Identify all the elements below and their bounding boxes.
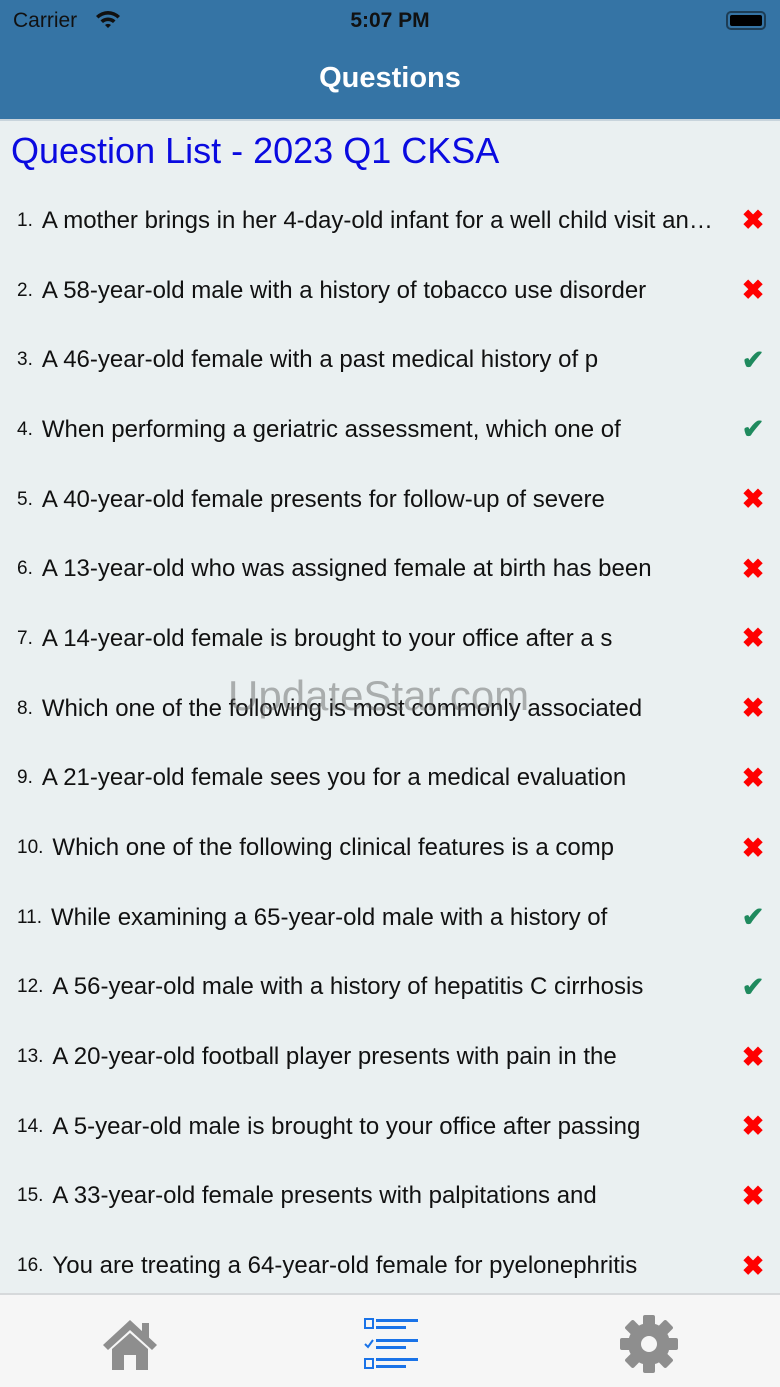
question-number: 14. [17,1115,44,1137]
question-text: A 46-year-old female with a past medical… [41,346,599,374]
question-text: A 20-year-old football player presents w… [52,1043,617,1071]
x-icon: ✖ [741,623,765,654]
question-row[interactable]: 9. A 21-year-old female sees you for a me… [0,744,780,814]
question-text: A 13-year-old who was assigned female at… [41,555,652,583]
question-row[interactable]: 5. A 40-year-old female presents for foll… [0,465,780,535]
x-icon: ✖ [741,484,765,515]
question-text: A 58-year-old male with a history of tob… [41,276,647,304]
x-icon: ✖ [741,1250,765,1281]
question-number: 5. [17,488,33,510]
question-row[interactable]: 16. You are treating a 64-year-old female… [0,1231,780,1301]
question-row[interactable]: 1. A mother brings in her 4-day-old infan… [0,186,780,256]
x-icon: ✖ [741,1041,765,1072]
checkmark-icon: ✔ [741,971,765,1002]
question-text: Which one of the following is most commo… [41,694,643,722]
x-icon: ✖ [741,275,765,306]
x-icon: ✖ [741,1180,765,1211]
question-number: 15. [17,1185,44,1207]
x-icon: ✖ [741,693,765,724]
question-row[interactable]: 12. A 56-year-old male with a history of … [0,953,780,1023]
checkmark-icon: ✔ [741,414,765,445]
question-number: 2. [17,279,33,301]
tab-home[interactable] [100,1315,160,1373]
carrier-label: Carrier [13,9,78,32]
question-row[interactable]: 15. A 33-year-old female presents with pa… [0,1162,780,1232]
question-number: 11. [17,906,43,928]
question-text: A 56-year-old male with a history of hep… [52,973,644,1001]
question-text: Which one of the following clinical feat… [52,834,615,862]
question-list: 1. A mother brings in her 4-day-old infan… [0,186,780,1301]
x-icon: ✖ [741,205,765,236]
question-text: A 14-year-old female is brought to your … [41,624,613,652]
question-text: A 33-year-old female presents with palpi… [52,1182,597,1210]
gear-icon [620,1315,678,1373]
question-list-heading: Question List - 2023 Q1 CKSA [11,130,500,171]
question-row[interactable]: 10. Which one of the following clinical f… [0,813,780,883]
question-number: 12. [17,976,44,998]
clock: 5:07 PM [350,9,430,32]
battery-icon [726,11,766,30]
question-row[interactable]: 11. While examining a 65-year-old male wi… [0,883,780,953]
question-number: 9. [17,767,33,789]
tab-questions[interactable] [362,1315,422,1373]
question-text: When performing a geriatric assessment, … [41,415,621,443]
question-row[interactable]: 13. A 20-year-old football player present… [0,1022,780,1092]
question-number: 4. [17,418,33,440]
wifi-icon [96,11,120,28]
x-icon: ✖ [741,762,765,793]
question-text: A mother brings in her 4-day-old infant … [41,206,740,234]
x-icon: ✖ [741,1111,765,1142]
checklist-icon [364,1318,418,1369]
question-number: 1. [17,209,33,231]
home-icon [103,1320,157,1370]
question-row[interactable]: 7. A 14-year-old female is brought to you… [0,604,780,674]
question-number: 6. [17,558,33,580]
tab-bar [0,1293,780,1387]
status-bar: Carrier 5:07 PM [0,6,780,36]
question-number: 16. [17,1255,44,1277]
checkmark-icon: ✔ [741,902,765,933]
question-text: A 5-year-old male is brought to your off… [52,1112,641,1140]
question-row[interactable]: 8. Which one of the following is most com… [0,674,780,744]
question-text: While examining a 65-year-old male with … [51,903,608,931]
question-row[interactable]: 3. A 46-year-old female with a past medic… [0,325,780,395]
question-row[interactable]: 6. A 13-year-old who was assigned female … [0,534,780,604]
checkmark-icon: ✔ [741,344,765,375]
question-number: 7. [17,627,33,649]
page-title: Questions [319,62,461,94]
question-number: 3. [17,349,33,371]
question-row[interactable]: 14. A 5-year-old male is brought to your … [0,1092,780,1162]
x-icon: ✖ [741,832,765,863]
question-row[interactable]: 2. A 58-year-old male with a history of t… [0,256,780,326]
question-text: A 21-year-old female sees you for a medi… [41,764,627,792]
question-text: You are treating a 64-year-old female fo… [52,1252,638,1280]
question-number: 13. [17,1046,44,1068]
question-number: 8. [17,697,33,719]
tab-settings[interactable] [619,1315,679,1373]
x-icon: ✖ [741,553,765,584]
question-row[interactable]: 4. When performing a geriatric assessment… [0,395,780,465]
question-text: A 40-year-old female presents for follow… [41,485,605,513]
question-number: 10. [17,837,44,859]
header: Carrier 5:07 PM Questions [0,0,780,121]
